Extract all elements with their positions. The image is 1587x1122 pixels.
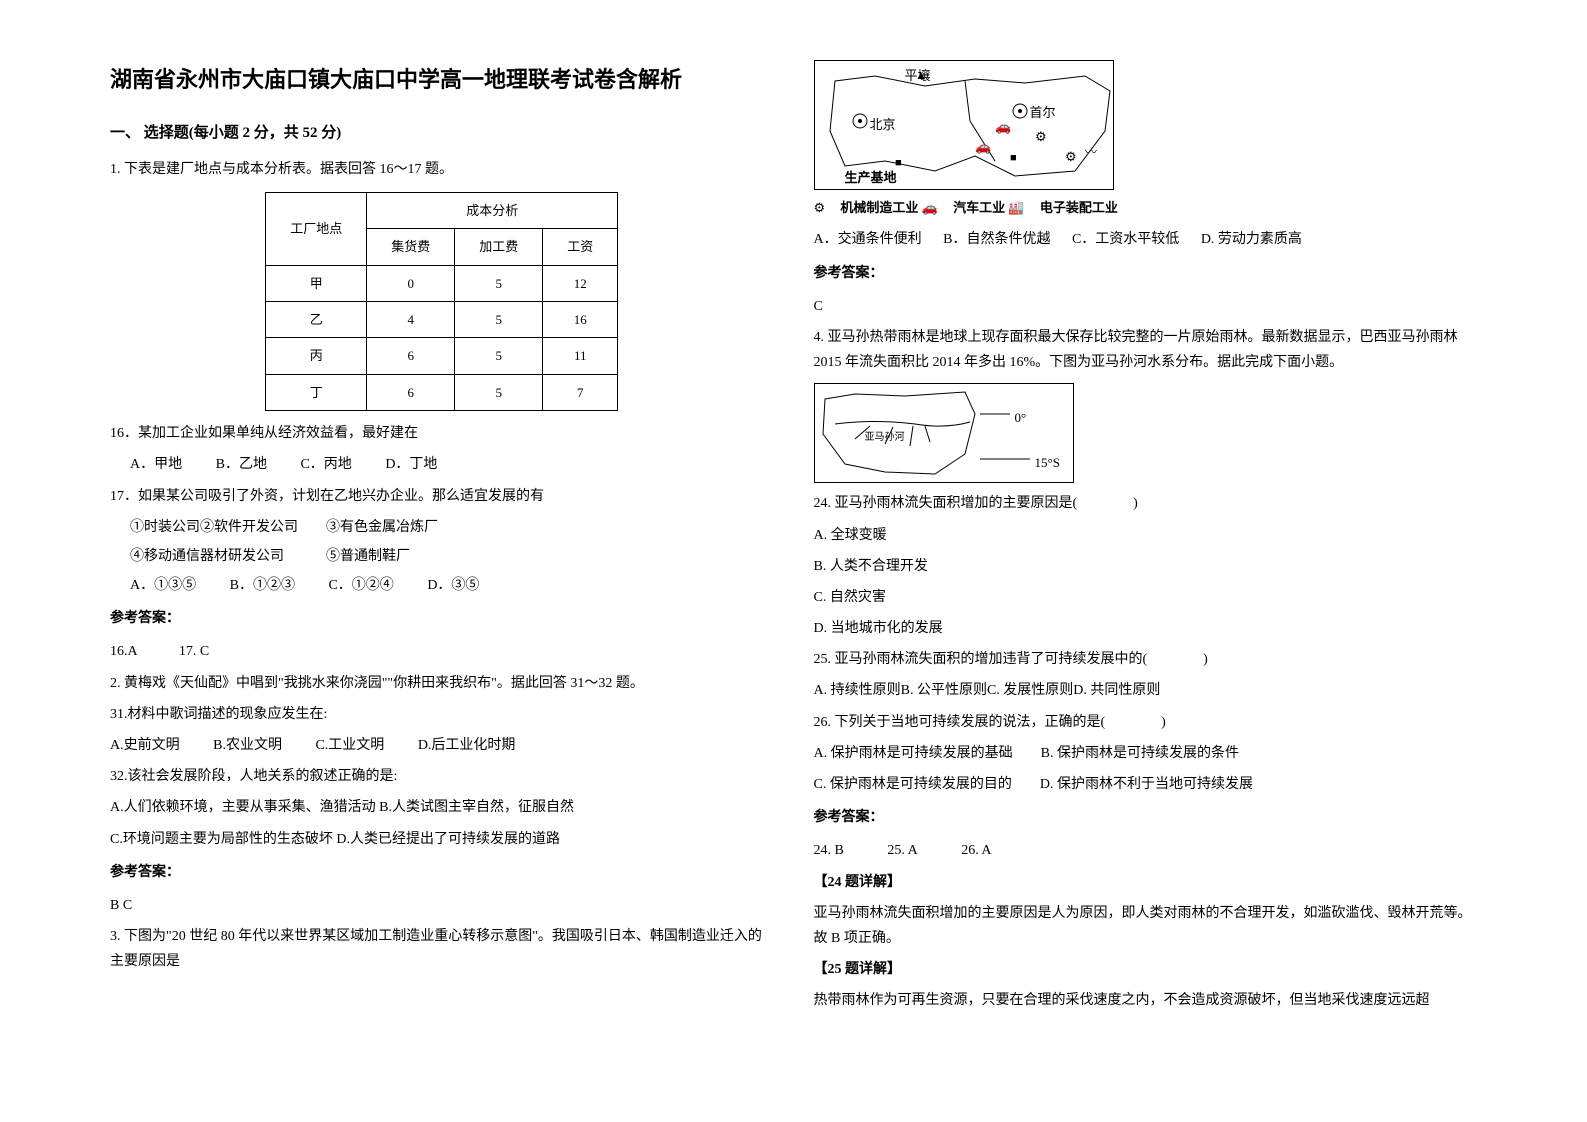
table-row: 甲 0 5 12 [266,265,618,301]
label-pyongyang: 平壤 [905,64,931,87]
legend-elec: 电子装配工业 [1040,200,1118,215]
q26-line2: C. 保护雨林是可持续发展的目的 D. 保护雨林不利于当地可持续发展 [814,772,1478,797]
q25-options: A. 持续性原则B. 公平性原则C. 发展性原则D. 共同性原则 [814,678,1478,703]
detail25-title: 【25 题详解】 [814,957,1478,982]
q24-opt-a: A. 全球变暖 [814,523,1478,548]
table-row: 丁 6 5 7 [266,374,618,410]
answer-label: 参考答案： [814,261,1478,286]
svg-text:🚗: 🚗 [975,139,991,154]
gear-icon: ⚙ [814,200,826,215]
river-label: 亚马孙河 [865,429,905,447]
q2-answer: B C [110,893,774,918]
section-heading: 一、 选择题(每小题 2 分，共 52 分) [110,120,774,147]
q2-stem: 2. 黄梅戏《天仙配》中唱到"我挑水来你浇园""你耕田来我织布"。据此回答 31… [110,671,774,696]
q24-opt-b: B. 人类不合理开发 [814,554,1478,579]
label-seoul: 首尔 [1030,101,1056,124]
q26-line1: A. 保护雨林是可持续发展的基础 B. 保护雨林是可持续发展的条件 [814,741,1478,766]
q25-text: 25. 亚马孙雨林流失面积的增加违背了可持续发展中的( ) [814,647,1478,672]
q32-line2: C.环境问题主要为局部性的生态破坏 D.人类已经提出了可持续发展的道路 [110,827,774,852]
q3-stem: 3. 下图为"20 世纪 80 年代以来世界某区域加工制造业重心转移示意图"。我… [110,924,774,974]
q24-text: 24. 亚马孙雨林流失面积增加的主要原因是( ) [814,491,1478,516]
q32-text: 32.该社会发展阶段，人地关系的叙述正确的是: [110,764,774,789]
map-legend: ⚙ 机械制造工业 🚗 汽车工业 🏭 电子装配工业 [814,196,1478,219]
q4-stem: 4. 亚马孙热带雨林是地球上现存面积最大保存比较完整的一片原始雨林。最新数据显示… [814,325,1478,375]
q24-opt-c: C. 自然灾害 [814,585,1478,610]
q4-answers: 24. B 25. A 26. A [814,838,1478,863]
detail24-title: 【24 题详解】 [814,870,1478,895]
col-c1: 集货费 [367,229,455,265]
q3-options: A．交通条件便利 B．自然条件优越 C．工资水平较低 D. 劳动力素质高 [814,227,1478,252]
svg-text:⚙: ⚙ [1035,129,1047,144]
detail25-text: 热带雨林作为可再生资源，只要在合理的采伐速度之内，不会造成资源破坏，但当地采伐速… [814,988,1478,1013]
col-place: 工厂地点 [266,192,367,265]
q17-options: A．①③⑤ B．①②③ C．①②④ D．③⑤ [110,573,774,598]
q24-opt-d: D. 当地城市化的发展 [814,616,1478,641]
left-column: 湖南省永州市大庙口镇大庙口中学高一地理联考试卷含解析 一、 选择题(每小题 2 … [90,60,794,1082]
map-diagram: ▲ ⚙ ⚙ 🚗 🚗 ■ ■ 〰 北京 平壤 首尔 生产基地 [814,60,1114,190]
q1-stem: 1. 下表是建厂地点与成本分析表。据表回答 16～17 题。 [110,157,774,182]
col-c2: 加工费 [455,229,543,265]
svg-text:🚗: 🚗 [995,119,1011,134]
answer-label: 参考答案： [110,860,774,885]
detail24-text: 亚马孙雨林流失面积增加的主要原因是人为原因，即人类对雨林的不合理开发，如滥砍滥伐… [814,901,1478,951]
lat-15s: 15°S [1035,451,1060,474]
q16-options: A．甲地 B．乙地 C．丙地 D．丁地 [110,452,774,477]
cost-table: 工厂地点 成本分析 集货费 加工费 工资 甲 0 5 12 乙 4 5 16 丙… [265,192,618,411]
lat-0: 0° [1015,406,1027,429]
svg-text:⚙: ⚙ [1065,149,1077,164]
table-row: 丙 6 5 11 [266,338,618,374]
q1-answer: 16.A 17. C [110,639,774,664]
q16-text: 16．某加工企业如果单纯从经济效益看，最好建在 [110,421,774,446]
q17-text: 17．如果某公司吸引了外资，计划在乙地兴办企业。那么适宜发展的有 [110,484,774,509]
q3-answer: C [814,294,1478,319]
label-beijing: 北京 [870,113,896,136]
q26-text: 26. 下列关于当地可持续发展的说法，正确的是( ) [814,710,1478,735]
car-icon: 🚗 [922,200,938,215]
q17-line1: ①时装公司②软件开发公司 ③有色金属冶炼厂 [110,515,774,540]
exam-title: 湖南省永州市大庙口镇大庙口中学高一地理联考试卷含解析 [110,60,774,100]
table-row: 乙 4 5 16 [266,301,618,337]
svg-text:〰: 〰 [1085,145,1097,159]
q31-options: A.史前文明 B.农业文明 C.工业文明 D.后工业化时期 [110,733,774,758]
q32-line1: A.人们依赖环境，主要从事采集、渔猎活动 B.人类试图主宰自然，征服自然 [110,795,774,820]
q17-line2: ④移动通信器材研发公司 ⑤普通制鞋厂 [110,544,774,569]
legend-auto: 汽车工业 [953,200,1005,215]
legend-mech: 机械制造工业 [840,200,918,215]
col-cost-group: 成本分析 [367,192,618,228]
amazon-diagram: 0° 15°S 亚马孙河 [814,383,1074,483]
q31-text: 31.材料中歌词描述的现象应发生在: [110,702,774,727]
answer-label: 参考答案： [110,606,774,631]
right-column: ▲ ⚙ ⚙ 🚗 🚗 ■ ■ 〰 北京 平壤 首尔 生产基地 ⚙ 机械制造工业 🚗… [794,60,1498,1082]
factory-icon: 🏭 [1008,200,1024,215]
svg-text:■: ■ [1010,152,1017,164]
col-c3: 工资 [543,229,618,265]
answer-label: 参考答案： [814,805,1478,830]
label-base: 生产基地 [845,166,897,189]
